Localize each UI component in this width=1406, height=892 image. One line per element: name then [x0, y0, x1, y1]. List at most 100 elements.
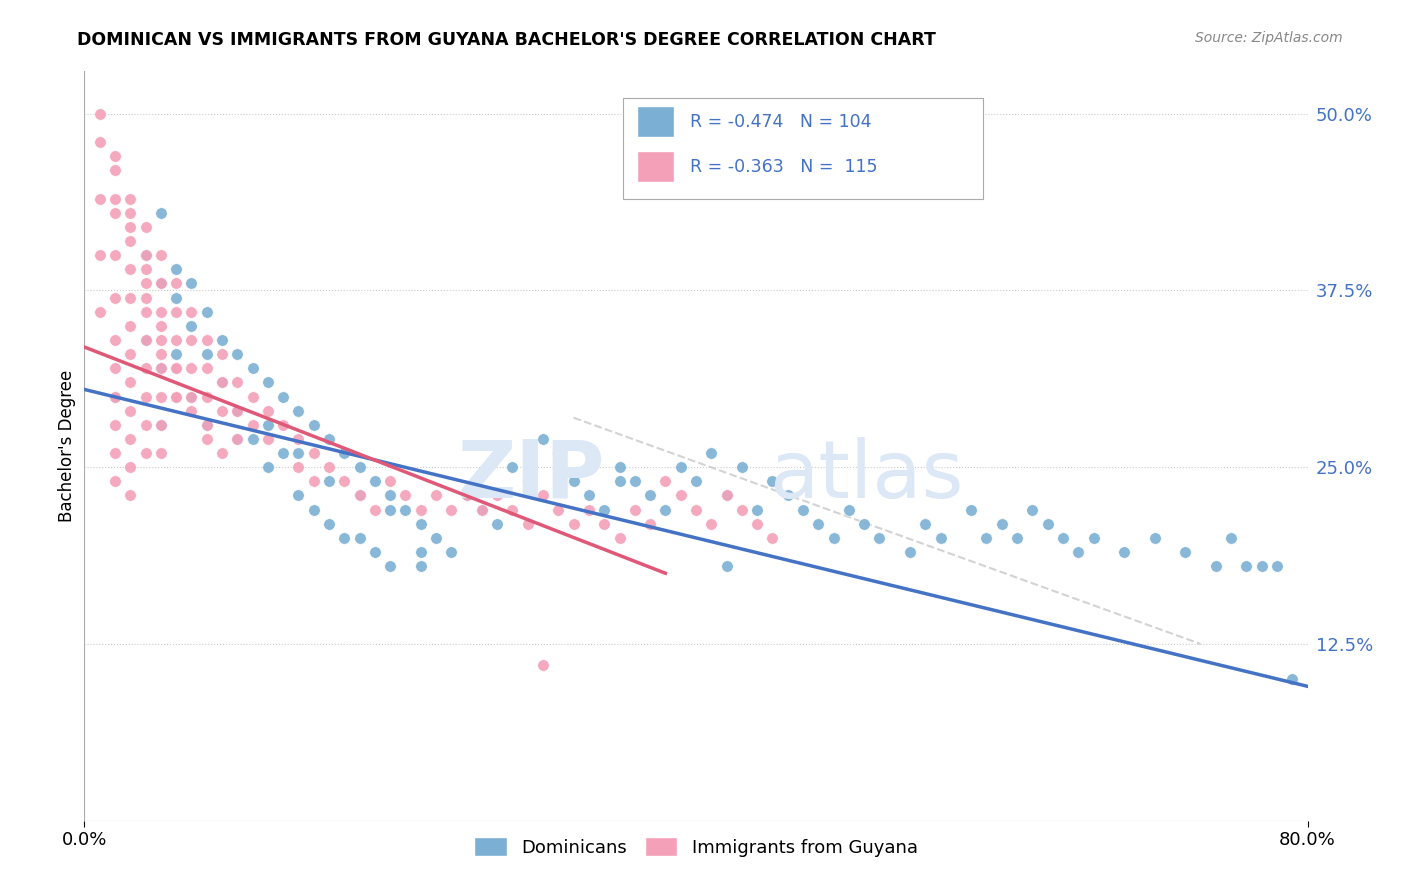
Point: [531, 432, 554, 446]
Point: [242, 417, 264, 432]
Point: [120, 403, 142, 417]
Point: [716, 559, 738, 574]
Point: [776, 488, 799, 502]
Point: [547, 502, 569, 516]
Point: [409, 559, 432, 574]
Point: [104, 417, 127, 432]
Point: [1114, 545, 1136, 559]
Point: [135, 219, 157, 234]
Point: [165, 262, 187, 277]
Point: [104, 248, 127, 262]
Point: [271, 390, 294, 404]
Point: [104, 291, 127, 305]
Point: [700, 446, 723, 460]
Point: [425, 488, 447, 502]
Point: [135, 262, 157, 277]
Point: [149, 417, 172, 432]
Point: [195, 432, 218, 446]
Point: [562, 516, 585, 531]
Point: [180, 390, 202, 404]
Text: ZIP: ZIP: [457, 437, 605, 515]
Point: [195, 347, 218, 361]
Point: [364, 475, 387, 489]
Point: [302, 475, 325, 489]
Point: [89, 304, 111, 318]
Point: [180, 277, 202, 291]
Point: [1250, 559, 1272, 574]
Point: [929, 531, 952, 545]
Point: [149, 304, 172, 318]
Point: [89, 192, 111, 206]
Point: [149, 417, 172, 432]
Point: [104, 390, 127, 404]
Point: [898, 545, 921, 559]
Point: [349, 531, 371, 545]
Point: [287, 460, 309, 475]
Point: [302, 417, 325, 432]
Point: [731, 460, 754, 475]
Point: [165, 361, 187, 376]
Point: [287, 446, 309, 460]
Point: [104, 205, 127, 219]
Point: [135, 277, 157, 291]
Point: [135, 304, 157, 318]
Point: [380, 488, 402, 502]
Point: [135, 361, 157, 376]
Point: [149, 277, 172, 291]
Point: [165, 304, 187, 318]
Point: [135, 390, 157, 404]
Point: [502, 502, 524, 516]
Point: [149, 248, 172, 262]
Point: [562, 475, 585, 489]
Point: [135, 446, 157, 460]
Point: [716, 488, 738, 502]
Point: [486, 488, 509, 502]
Point: [89, 107, 111, 121]
Point: [120, 432, 142, 446]
Point: [165, 390, 187, 404]
Point: [271, 446, 294, 460]
Point: [823, 531, 845, 545]
Point: [195, 417, 218, 432]
Point: [853, 516, 876, 531]
Point: [333, 531, 356, 545]
Point: [149, 277, 172, 291]
Point: [731, 502, 754, 516]
Point: [761, 531, 783, 545]
Point: [409, 545, 432, 559]
Point: [104, 361, 127, 376]
Point: [380, 475, 402, 489]
Point: [120, 205, 142, 219]
Point: [486, 516, 509, 531]
Point: [104, 163, 127, 178]
Point: [747, 516, 769, 531]
Point: [976, 531, 998, 545]
Point: [638, 516, 661, 531]
Point: [287, 432, 309, 446]
Point: [1067, 545, 1090, 559]
Point: [792, 502, 814, 516]
Point: [1236, 559, 1258, 574]
Point: [149, 361, 172, 376]
Point: [165, 361, 187, 376]
Point: [960, 502, 983, 516]
Point: [456, 488, 478, 502]
Point: [1021, 502, 1043, 516]
Point: [195, 304, 218, 318]
Point: [120, 262, 142, 277]
Point: [1220, 531, 1243, 545]
Point: [211, 376, 233, 390]
Point: [149, 446, 172, 460]
Point: [914, 516, 936, 531]
Point: [257, 417, 280, 432]
Point: [104, 446, 127, 460]
Point: [1265, 559, 1288, 574]
FancyBboxPatch shape: [637, 151, 673, 182]
Point: [1005, 531, 1028, 545]
Point: [516, 516, 538, 531]
Text: R = -0.474   N = 104: R = -0.474 N = 104: [690, 112, 872, 130]
Point: [578, 502, 600, 516]
Point: [165, 291, 187, 305]
Point: [104, 149, 127, 163]
Point: [394, 488, 416, 502]
